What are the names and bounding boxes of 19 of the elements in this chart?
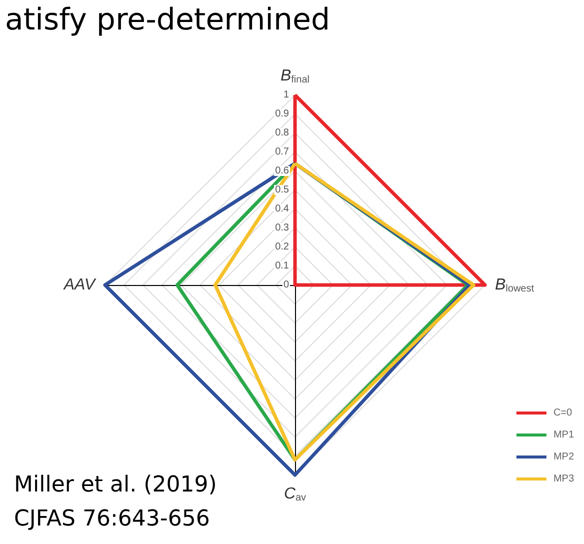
y-tick-label: 0.1 [275,260,290,272]
chart-title: atisfy pre-determined [5,2,330,38]
y-tick-label: 0.3 [275,222,290,234]
legend-label: MP1 [553,430,574,440]
y-tick-label: 0.6 [275,166,290,176]
legend-label: MP2 [553,452,574,462]
text: CJFAS 76:643-656 [14,506,210,532]
y-tick-label: 0.4 [275,204,290,214]
legend-label: MP3 [553,474,574,484]
y-tick-label: 0 [283,280,290,290]
y-tick-label: 0.5 [275,184,290,196]
y-tick-label: 0.8 [275,128,290,138]
legend-label: C=0 [553,408,572,418]
text: Miller et al. (2019) [14,472,217,498]
spoke-label: AAV [62,276,96,294]
y-tick-label: 0.7 [275,146,290,158]
y-tick-label: 0.2 [275,242,290,252]
y-tick-label: 1 [283,90,290,100]
y-tick-label: 0.9 [275,108,290,120]
